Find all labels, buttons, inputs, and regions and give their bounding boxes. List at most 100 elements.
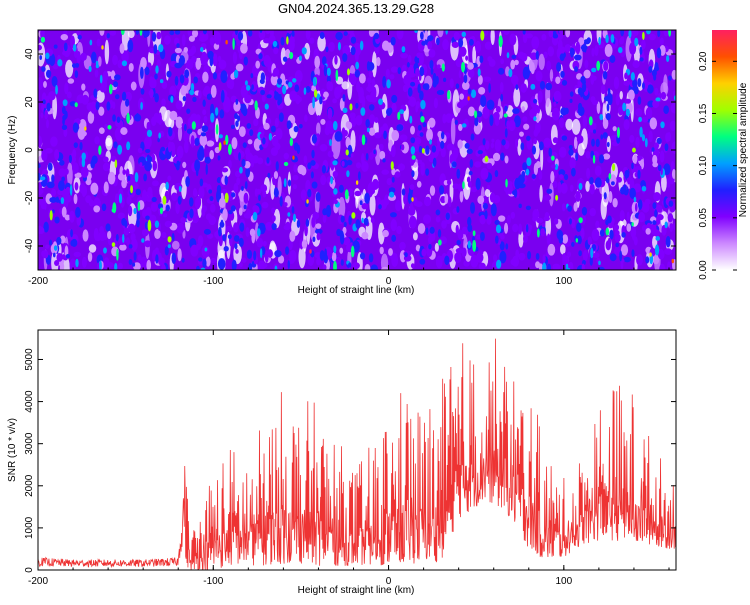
heatmap-cell [346, 159, 353, 166]
heatmap-cell [190, 83, 195, 92]
heatmap-cell [602, 153, 611, 160]
heatmap-cell [221, 167, 229, 173]
heatmap-cell [338, 184, 344, 193]
heatmap-cell [598, 260, 601, 266]
heatmap-cell [482, 106, 490, 119]
heatmap-cell [420, 116, 425, 123]
heatmap-cell [234, 113, 239, 120]
heatmap-cell [287, 179, 292, 187]
heatmap-cell [483, 30, 489, 37]
heatmap-cell [630, 34, 635, 43]
heatmap-cell [391, 144, 396, 158]
heatmap-cell [390, 36, 396, 46]
heatmap-cell [637, 199, 643, 210]
heatmap-cell [174, 30, 181, 35]
heatmap-cell [161, 231, 167, 239]
heatmap-cell [255, 60, 261, 69]
heatmap-cell [664, 221, 668, 229]
heatmap-cell [667, 261, 671, 270]
heatmap-cell [129, 228, 135, 234]
heatmap-cell [538, 263, 543, 270]
heatmap-cell [218, 197, 226, 208]
heatmap-cell [335, 69, 339, 82]
heatmap-cell [503, 113, 508, 118]
heatmap-cell [323, 254, 329, 264]
heatmap-cell [462, 81, 470, 91]
heatmap-cell [126, 196, 132, 205]
heatmap-cell [111, 155, 117, 162]
heatmap-cell [447, 90, 451, 100]
heatmap-cell [356, 81, 361, 93]
heatmap-cell [663, 30, 669, 37]
heatmap-cell [283, 178, 287, 188]
heatmap-cell [623, 118, 630, 131]
heatmap-cell [121, 217, 127, 226]
heatmap-cell [340, 259, 344, 266]
heatmap-cell [423, 196, 432, 207]
heatmap-cell [84, 126, 87, 131]
heatmap-cell [479, 231, 485, 242]
heatmap-cell [246, 208, 251, 217]
heatmap-cell [81, 157, 86, 168]
heatmap-cell [227, 143, 232, 156]
heatmap-cell [515, 249, 519, 258]
heatmap-cell [667, 213, 674, 223]
heatmap-cell [627, 89, 635, 101]
heatmap-cell [135, 112, 140, 122]
heatmap-cell [429, 59, 434, 69]
heatmap-cell [454, 119, 459, 125]
heatmap-cell [465, 55, 469, 61]
heatmap-cell [289, 51, 294, 60]
heatmap-cell [244, 80, 248, 86]
heatmap-cell [440, 236, 447, 245]
heatmap-cell [626, 211, 630, 221]
heatmap-cell [141, 228, 149, 237]
heatmap-cell [73, 193, 78, 205]
heatmap-cell [552, 33, 559, 39]
heatmap-cell [305, 30, 311, 40]
heatmap-cell [194, 137, 200, 147]
heatmap-cell [351, 212, 356, 219]
heatmap-cell [663, 105, 670, 115]
heatmap-cell [75, 62, 80, 68]
heatmap-cell [215, 107, 219, 116]
heatmap-cell [645, 228, 651, 235]
heatmap-cell [391, 253, 399, 267]
heatmap-cell [342, 107, 348, 113]
heatmap-cell [663, 163, 671, 176]
heatmap-cell [103, 247, 107, 254]
heatmap-cell [169, 110, 178, 121]
heatmap-cell [354, 69, 361, 78]
heatmap-cell [122, 169, 127, 175]
heatmap-cell [153, 112, 160, 123]
heatmap-cell [657, 30, 661, 38]
heatmap-cell [286, 36, 289, 45]
heatmap-cell [611, 181, 615, 186]
heatmap-cell [230, 95, 237, 103]
heatmap-cell [218, 59, 227, 70]
heatmap-cell [200, 132, 207, 137]
heatmap-cell [235, 249, 239, 254]
heatmap-cell [43, 80, 47, 88]
heatmap-cell [128, 244, 133, 249]
heatmap-cell [425, 145, 430, 155]
heatmap-cell [554, 163, 559, 170]
heatmap-cell [46, 181, 55, 189]
heatmap-cell [428, 243, 432, 250]
heatmap-cell [527, 251, 532, 260]
heatmap-cell [155, 254, 159, 264]
heatmap-cell [633, 183, 642, 193]
x-tick-label: -100 [203, 576, 223, 587]
heatmap-cell [292, 213, 297, 223]
heatmap-cell [294, 84, 300, 92]
heatmap-cell [169, 85, 177, 98]
heatmap-cell [175, 163, 180, 171]
heatmap-cell [107, 125, 112, 130]
heatmap-cell [429, 139, 432, 145]
colorbar-label: Normalized spectral amplitude [738, 82, 749, 217]
heatmap-cell [286, 120, 292, 130]
heatmap-cell [569, 91, 574, 97]
heatmap-cell [610, 34, 615, 43]
heatmap-cell [234, 243, 238, 250]
heatmap-cell [559, 117, 565, 129]
